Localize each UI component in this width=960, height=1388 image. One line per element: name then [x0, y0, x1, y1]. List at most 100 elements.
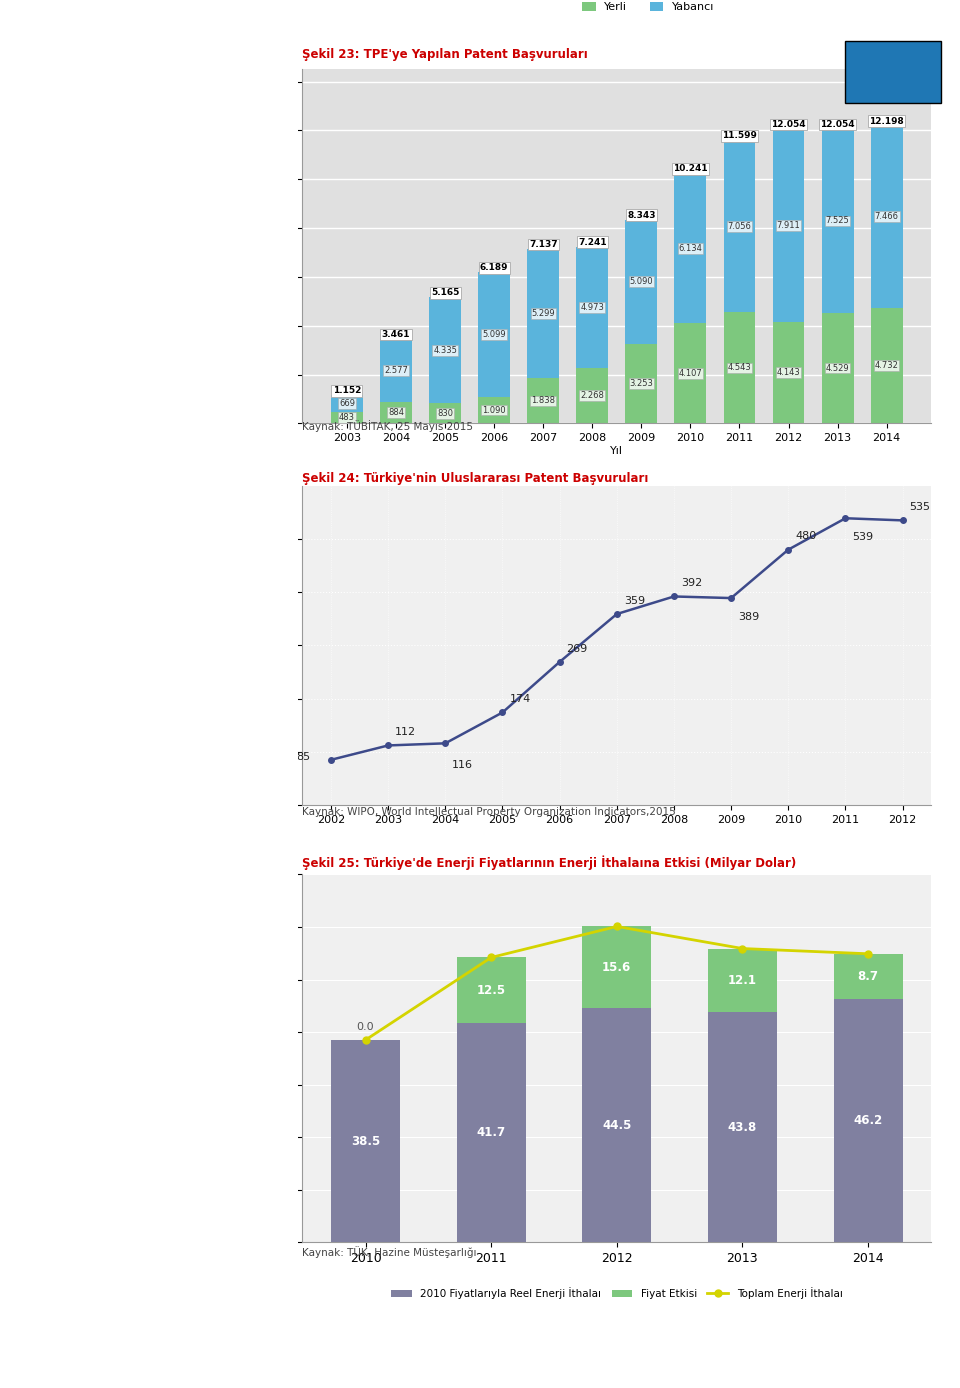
Text: 8.343: 8.343	[627, 211, 656, 219]
Text: 1.152: 1.152	[333, 386, 361, 396]
Text: 4.732: 4.732	[875, 361, 899, 371]
Text: 4.335: 4.335	[433, 346, 457, 355]
Text: Kaynak: WIPO, World Intellectual Property Organization Indicators,2015: Kaynak: WIPO, World Intellectual Propert…	[302, 806, 676, 816]
Text: 12.1: 12.1	[728, 974, 756, 987]
Bar	[724, 140, 756, 312]
Text: 0.0: 0.0	[357, 1022, 374, 1033]
Text: 3.253: 3.253	[630, 379, 653, 389]
Text: 46.2: 46.2	[853, 1115, 882, 1127]
Bar	[833, 999, 902, 1242]
Text: 38.5: 38.5	[351, 1134, 380, 1148]
Text: 3.461: 3.461	[382, 330, 410, 339]
X-axis label: Yıl: Yıl	[611, 446, 623, 455]
Text: 480: 480	[795, 532, 817, 541]
Text: 669: 669	[339, 398, 355, 408]
Text: 392: 392	[681, 579, 702, 589]
Text: 7.056: 7.056	[728, 222, 752, 230]
Bar	[478, 272, 510, 397]
Text: 4.543: 4.543	[728, 364, 752, 372]
Bar	[708, 1012, 777, 1242]
Bar	[833, 954, 902, 999]
Text: 4.973: 4.973	[581, 303, 604, 312]
Bar	[331, 1040, 400, 1242]
Legend: 2010 Fiyatlarıyla Reel Enerji İthalaı, Fiyat Etkisi, Toplam Enerji İthalaı: 2010 Fiyatlarıyla Reel Enerji İthalaı, F…	[387, 1283, 847, 1303]
Text: 5.090: 5.090	[630, 278, 653, 286]
Text: 1.838: 1.838	[531, 397, 555, 405]
Bar	[380, 339, 412, 401]
Legend: Yerli, Yabancı: Yerli, Yabancı	[578, 0, 719, 17]
Text: 12.198: 12.198	[870, 117, 904, 125]
Text: 2.577: 2.577	[384, 366, 408, 375]
Text: 535: 535	[909, 502, 930, 512]
Bar	[429, 403, 461, 423]
Bar	[457, 958, 526, 1023]
Text: 41.7: 41.7	[476, 1126, 506, 1140]
Text: 12.5: 12.5	[476, 984, 506, 997]
Bar	[583, 926, 651, 1009]
Text: 43.8: 43.8	[728, 1120, 757, 1134]
Text: 483: 483	[339, 414, 355, 422]
Bar	[822, 312, 853, 423]
Bar	[871, 308, 902, 423]
Text: 539: 539	[852, 532, 874, 543]
Bar	[380, 401, 412, 423]
Text: 6.134: 6.134	[679, 244, 703, 253]
Bar	[675, 323, 707, 423]
Text: Şekil 23: TPE'ye Yapılan Patent Başvuruları: Şekil 23: TPE'ye Yapılan Patent Başvurul…	[302, 49, 588, 61]
Bar	[576, 368, 609, 423]
Text: 269: 269	[566, 644, 588, 654]
Text: 830: 830	[437, 408, 453, 418]
Bar	[625, 219, 658, 344]
Text: 85: 85	[296, 752, 310, 762]
Bar	[331, 412, 363, 423]
Text: 7.466: 7.466	[875, 212, 899, 221]
Text: 1.090: 1.090	[482, 405, 506, 415]
Text: 10.241: 10.241	[673, 164, 708, 174]
Text: 884: 884	[388, 408, 404, 416]
Bar	[478, 397, 510, 423]
Text: 12.054: 12.054	[771, 121, 805, 129]
Bar	[457, 1023, 526, 1242]
Text: 112: 112	[396, 727, 417, 737]
Text: Kaynak: TÜK, Hazine Müsteşarlığı: Kaynak: TÜK, Hazine Müsteşarlığı	[302, 1246, 477, 1258]
Text: 44.5: 44.5	[602, 1119, 632, 1131]
Text: Kaynak: TÜBİTAK, 25 Mayıs 2015: Kaynak: TÜBİTAK, 25 Mayıs 2015	[302, 421, 473, 432]
Text: 7.911: 7.911	[777, 221, 801, 230]
Bar	[708, 948, 777, 1012]
Bar	[625, 344, 658, 423]
Text: 4.107: 4.107	[679, 369, 703, 378]
Text: Şekil 25: Türkiye'de Enerji Fiyatlarının Enerji İthalaına Etkisi (Milyar Dolar): Şekil 25: Türkiye'de Enerji Fiyatlarının…	[302, 856, 797, 870]
Text: 6.189: 6.189	[480, 264, 509, 272]
Y-axis label: Başvuru sayısı: Başvuru sayısı	[242, 207, 252, 286]
Text: 4.529: 4.529	[826, 364, 850, 372]
Bar	[527, 248, 559, 379]
Text: 5.165: 5.165	[431, 289, 459, 297]
Bar	[429, 297, 461, 403]
Text: 174: 174	[510, 694, 531, 704]
Bar	[773, 322, 804, 423]
Text: 389: 389	[738, 612, 759, 622]
Bar	[773, 129, 804, 322]
Text: 5.299: 5.299	[532, 310, 555, 318]
Text: 15.6: 15.6	[602, 960, 632, 974]
Bar	[576, 247, 609, 368]
Text: 4.143: 4.143	[777, 368, 801, 378]
Text: 5.099: 5.099	[482, 330, 506, 339]
Text: Şekil 24: Türkiye'nin Uluslararası Patent Başvuruları: Şekil 24: Türkiye'nin Uluslararası Paten…	[302, 472, 649, 484]
Text: 11.599: 11.599	[722, 132, 756, 140]
Text: 359: 359	[624, 595, 645, 605]
Bar	[871, 125, 902, 308]
Text: 7.525: 7.525	[826, 217, 850, 225]
Bar	[675, 174, 707, 323]
Text: 12.054: 12.054	[820, 121, 855, 129]
Text: 7.241: 7.241	[578, 237, 607, 247]
Text: 8.7: 8.7	[857, 970, 878, 983]
Text: 116: 116	[452, 761, 473, 770]
Text: 7.137: 7.137	[529, 240, 558, 248]
Bar	[331, 396, 363, 412]
Bar	[583, 1009, 651, 1242]
Bar	[724, 312, 756, 423]
Bar	[527, 379, 559, 423]
Bar	[822, 129, 853, 312]
Text: 2.268: 2.268	[581, 391, 604, 400]
